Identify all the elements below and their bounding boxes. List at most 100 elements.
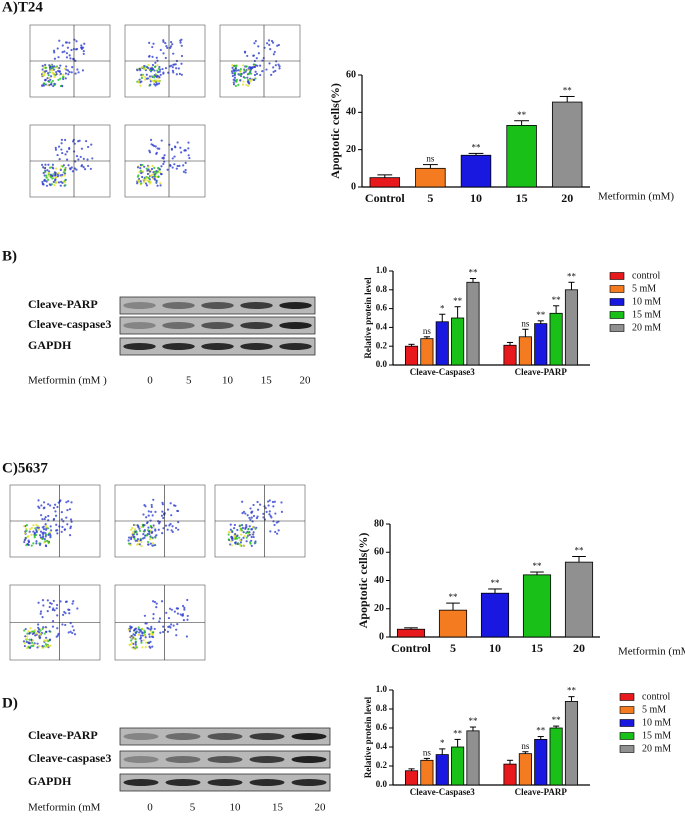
flow-dot bbox=[149, 536, 152, 539]
flow-dot bbox=[39, 632, 42, 636]
flow-dot bbox=[65, 516, 68, 519]
flow-dot bbox=[146, 529, 150, 532]
flow-dot bbox=[148, 645, 151, 648]
flow-dot bbox=[42, 527, 46, 531]
flow-dot bbox=[23, 644, 26, 648]
flow-dot bbox=[250, 516, 253, 519]
flow-dot bbox=[144, 182, 148, 185]
legend-label: 10 mM bbox=[632, 296, 661, 307]
flow-dot bbox=[252, 54, 255, 57]
flow-dot bbox=[136, 179, 139, 182]
flow-dot bbox=[273, 500, 276, 503]
flow-dot bbox=[49, 173, 52, 176]
flow-dot bbox=[243, 51, 247, 54]
flow-dot bbox=[144, 505, 147, 508]
flow-dot bbox=[182, 170, 185, 173]
flow-dot bbox=[251, 520, 254, 523]
bar bbox=[534, 739, 548, 786]
bar bbox=[518, 336, 532, 366]
flow-dot bbox=[146, 521, 149, 524]
blot-band bbox=[123, 779, 159, 786]
flow-dot bbox=[143, 634, 146, 637]
flow-dot bbox=[82, 166, 85, 169]
flow-dot bbox=[271, 500, 275, 504]
flow-dot bbox=[68, 41, 71, 44]
flow-dot bbox=[31, 641, 34, 644]
flow-dot bbox=[253, 65, 256, 68]
flow-dot bbox=[250, 511, 253, 514]
flow-dot bbox=[30, 644, 33, 647]
significance: ns bbox=[521, 318, 530, 328]
flow-dot bbox=[139, 629, 142, 632]
legend-label: 10 mM bbox=[642, 717, 671, 728]
x-tick-label: 20 bbox=[561, 191, 573, 205]
flow-dot bbox=[147, 526, 150, 529]
flow-dot bbox=[55, 529, 58, 532]
flow-dot bbox=[44, 63, 47, 66]
significance: ** bbox=[536, 310, 546, 320]
flow-dot bbox=[43, 517, 46, 521]
flow-dot bbox=[154, 145, 157, 148]
flow-dot bbox=[62, 75, 65, 78]
flow-dot bbox=[42, 82, 46, 85]
flow-dot bbox=[30, 526, 33, 529]
legend-label: control bbox=[642, 691, 671, 702]
flow-dot bbox=[47, 514, 50, 518]
flow-dot bbox=[26, 635, 29, 638]
flow-dot bbox=[148, 149, 151, 152]
flow-dot bbox=[54, 176, 58, 179]
flow-dot bbox=[179, 41, 182, 44]
flow-dot bbox=[73, 38, 76, 41]
flow-dot bbox=[255, 516, 258, 520]
flow-dot bbox=[79, 155, 82, 159]
flow-dot bbox=[51, 79, 54, 83]
flow-dot bbox=[142, 631, 146, 635]
flow-dot bbox=[239, 68, 242, 71]
flow-dot bbox=[171, 43, 174, 46]
flow-dot bbox=[34, 527, 37, 530]
y-tick-label: 20 bbox=[346, 144, 356, 155]
flow-dot bbox=[273, 523, 276, 527]
significance: ** bbox=[472, 142, 482, 152]
dose-label: Metformin (mM bbox=[28, 802, 101, 814]
flow-dot bbox=[25, 524, 29, 527]
flow-dot bbox=[48, 174, 51, 177]
flow-dot bbox=[183, 606, 186, 609]
flow-dot bbox=[63, 168, 66, 171]
flow-dot bbox=[41, 64, 44, 68]
flow-dot bbox=[143, 629, 146, 632]
flow-dot bbox=[172, 624, 175, 627]
legend-label: 15 mM bbox=[632, 309, 661, 320]
flow-dot bbox=[144, 646, 147, 649]
flow-dot bbox=[60, 530, 63, 533]
flow-dot bbox=[254, 39, 257, 43]
legend-swatch bbox=[609, 298, 625, 306]
flow-dot bbox=[61, 525, 64, 529]
flow-dot bbox=[63, 174, 66, 177]
flow-dot bbox=[180, 38, 183, 41]
flow-dot bbox=[160, 165, 163, 168]
flow-dot bbox=[42, 525, 45, 528]
flow-dot bbox=[268, 43, 271, 46]
flow-dot bbox=[67, 500, 70, 503]
x-tick-label: 5 bbox=[450, 641, 456, 655]
flow-dot bbox=[134, 631, 138, 634]
bar bbox=[549, 727, 563, 786]
bar bbox=[466, 730, 480, 786]
flow-dot bbox=[46, 72, 50, 75]
flow-dot bbox=[172, 71, 175, 74]
flow-dot bbox=[84, 139, 88, 143]
flow-dot bbox=[159, 48, 162, 52]
flow-dot bbox=[277, 529, 280, 532]
flow-dot bbox=[54, 503, 57, 506]
flow-dot bbox=[173, 163, 176, 166]
flow-dot bbox=[70, 166, 73, 169]
bar bbox=[438, 609, 468, 638]
flow-dot bbox=[76, 607, 79, 610]
flow-dot bbox=[154, 543, 157, 547]
flow-dot bbox=[239, 543, 242, 547]
flow-dot bbox=[147, 543, 150, 546]
flow-dot bbox=[266, 42, 269, 45]
flow-dot bbox=[48, 183, 51, 186]
flow-dot bbox=[154, 529, 157, 532]
